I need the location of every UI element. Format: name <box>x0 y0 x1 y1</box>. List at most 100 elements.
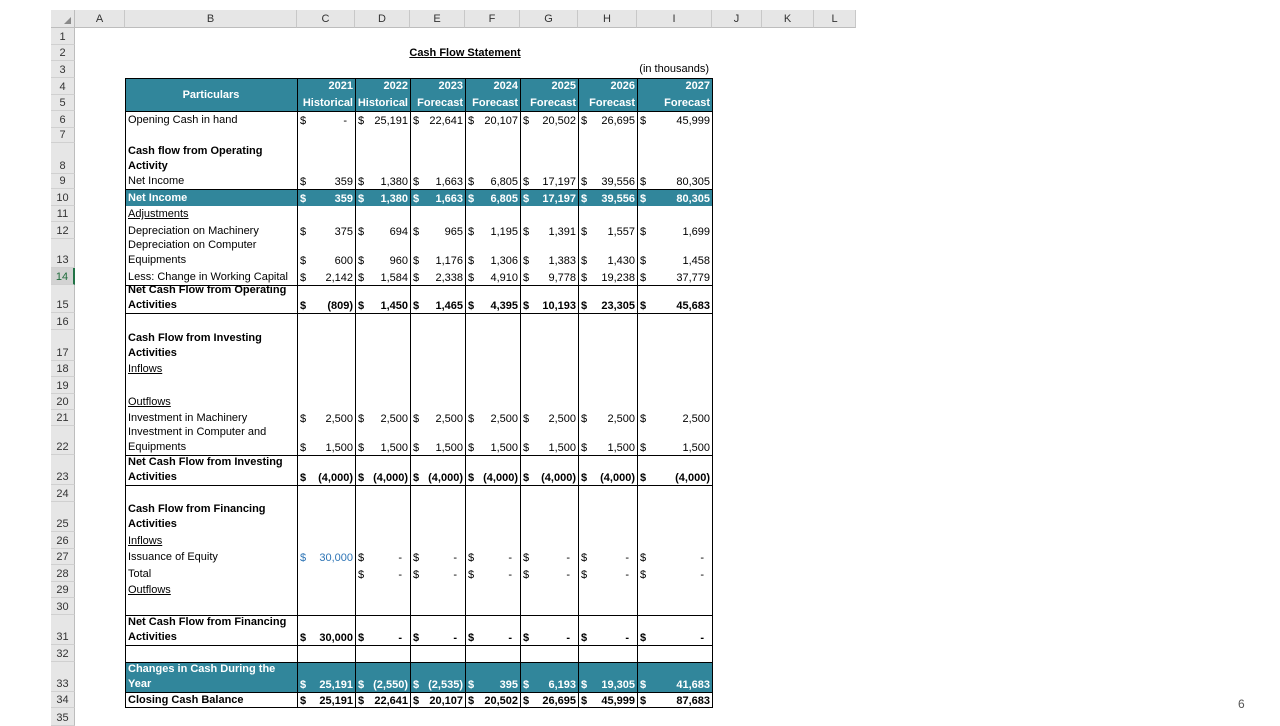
currency-symbol: $ <box>358 632 365 644</box>
row-label: Less: Change in Working Capital <box>125 268 297 285</box>
currency-symbol: $ <box>358 193 365 205</box>
row-header-8[interactable]: 8 <box>51 143 75 174</box>
row-header-9[interactable]: 9 <box>51 174 75 189</box>
currency-symbol: $ <box>640 679 647 691</box>
currency-symbol: $ <box>413 226 420 238</box>
row-header-25[interactable]: 25 <box>51 502 75 532</box>
row-label-text: Net Cash Flow from Financing Activities <box>128 616 287 643</box>
value-cell: $1,557 <box>578 222 637 239</box>
row-label: Outflows <box>125 394 297 410</box>
row-header-28[interactable]: 28 <box>51 565 75 582</box>
row-header-19[interactable]: 19 <box>51 377 75 394</box>
value-cell: $1,584 <box>355 268 410 285</box>
row-header-21[interactable]: 21 <box>51 410 75 426</box>
row-header-26[interactable]: 26 <box>51 532 75 549</box>
amount: - <box>566 569 570 581</box>
amount: (4,000) <box>600 472 635 484</box>
column-header-l[interactable]: L <box>814 10 856 28</box>
amount: 965 <box>444 226 463 238</box>
row-header-12[interactable]: 12 <box>51 222 75 239</box>
row-header-7[interactable]: 7 <box>51 128 75 143</box>
row-header-17[interactable]: 17 <box>51 330 75 361</box>
row-label: Investment in Machinery <box>125 410 297 426</box>
value-cell: $1,380 <box>355 189 410 206</box>
amount: 17,197 <box>542 176 576 188</box>
row-header-14[interactable]: 14 <box>51 268 75 285</box>
value-cell: $1,500 <box>355 426 410 455</box>
row-header-1[interactable]: 1 <box>51 28 75 45</box>
value-cell: $6,805 <box>465 174 520 189</box>
column-header-k[interactable]: K <box>762 10 814 28</box>
value-cell: $20,502 <box>520 111 578 128</box>
row-header-11[interactable]: 11 <box>51 206 75 222</box>
select-all-corner[interactable] <box>51 10 75 28</box>
row-label-text: Cash Flow from Financing Activities <box>128 503 266 530</box>
row-header-23[interactable]: 23 <box>51 455 75 485</box>
amount: (4,000) <box>483 472 518 484</box>
row-header-10[interactable]: 10 <box>51 189 75 206</box>
row-header-13[interactable]: 13 <box>51 239 75 268</box>
column-header-i[interactable]: I <box>637 10 712 28</box>
column-header-d[interactable]: D <box>355 10 410 28</box>
currency-symbol: $ <box>300 115 307 127</box>
row-header-30[interactable]: 30 <box>51 598 75 615</box>
row-label-text: Inflows <box>128 535 163 547</box>
row-header-20[interactable]: 20 <box>51 394 75 410</box>
column-header-b[interactable]: B <box>125 10 297 28</box>
value-cell: $ - <box>578 549 637 565</box>
value-cell: $359 <box>297 189 355 206</box>
currency-symbol: $ <box>413 632 420 644</box>
column-header-h[interactable]: H <box>578 10 637 28</box>
row-header-22[interactable]: 22 <box>51 426 75 455</box>
amount: (809) <box>327 300 353 312</box>
row-header-4[interactable]: 4 <box>51 78 75 95</box>
column-header-j[interactable]: J <box>712 10 762 28</box>
row-header-29[interactable]: 29 <box>51 582 75 598</box>
column-header-e[interactable]: E <box>410 10 465 28</box>
currency-symbol: $ <box>581 569 588 581</box>
column-header-c[interactable]: C <box>297 10 355 28</box>
row-label-text: Depreciation on Machinery <box>128 225 259 237</box>
value-cell: $ - <box>578 565 637 582</box>
row-header-24[interactable]: 24 <box>51 485 75 502</box>
row-header-3[interactable]: 3 <box>51 61 75 78</box>
row-header-32[interactable]: 32 <box>51 645 75 662</box>
row-header-34[interactable]: 34 <box>51 692 75 708</box>
row-label-text: Cash flow from Operating Activity <box>128 145 263 172</box>
value-cell: $6,805 <box>465 189 520 206</box>
row-header-18[interactable]: 18 <box>51 361 75 377</box>
row-header-33[interactable]: 33 <box>51 662 75 692</box>
value-cell: $ - <box>355 615 410 645</box>
row-label: Total <box>125 565 297 582</box>
currency-symbol: $ <box>300 176 307 188</box>
column-header-f[interactable]: F <box>465 10 520 28</box>
row-label-text: Issuance of Equity <box>128 551 218 563</box>
amount: - <box>700 632 704 644</box>
amount: - <box>398 632 402 644</box>
row-header-5[interactable]: 5 <box>51 95 75 111</box>
row-header-27[interactable]: 27 <box>51 549 75 565</box>
value-cell: $1,458 <box>637 239 712 268</box>
row-header-2[interactable]: 2 <box>51 45 75 61</box>
row-label: Net Cash Flow from Financing Activities <box>125 615 297 645</box>
currency-symbol: $ <box>581 695 588 707</box>
value-cell: $4,910 <box>465 268 520 285</box>
currency-symbol: $ <box>640 272 647 284</box>
currency-symbol: $ <box>300 552 307 564</box>
row-header-31[interactable]: 31 <box>51 615 75 645</box>
row-header-16[interactable]: 16 <box>51 313 75 330</box>
amount: 359 <box>334 193 353 205</box>
row-header-35[interactable]: 35 <box>51 708 75 726</box>
currency-symbol: $ <box>640 472 647 484</box>
column-header-g[interactable]: G <box>520 10 578 28</box>
amount: (2,550) <box>373 679 408 691</box>
column-header-a[interactable]: A <box>75 10 125 28</box>
amount: - <box>566 552 570 564</box>
amount: 26,695 <box>542 695 576 707</box>
amount: 2,500 <box>380 413 408 425</box>
amount: 1,391 <box>548 226 576 238</box>
currency-symbol: $ <box>581 679 588 691</box>
amount: 45,999 <box>601 695 635 707</box>
row-header-6[interactable]: 6 <box>51 111 75 128</box>
row-header-15[interactable]: 15 <box>51 285 75 313</box>
